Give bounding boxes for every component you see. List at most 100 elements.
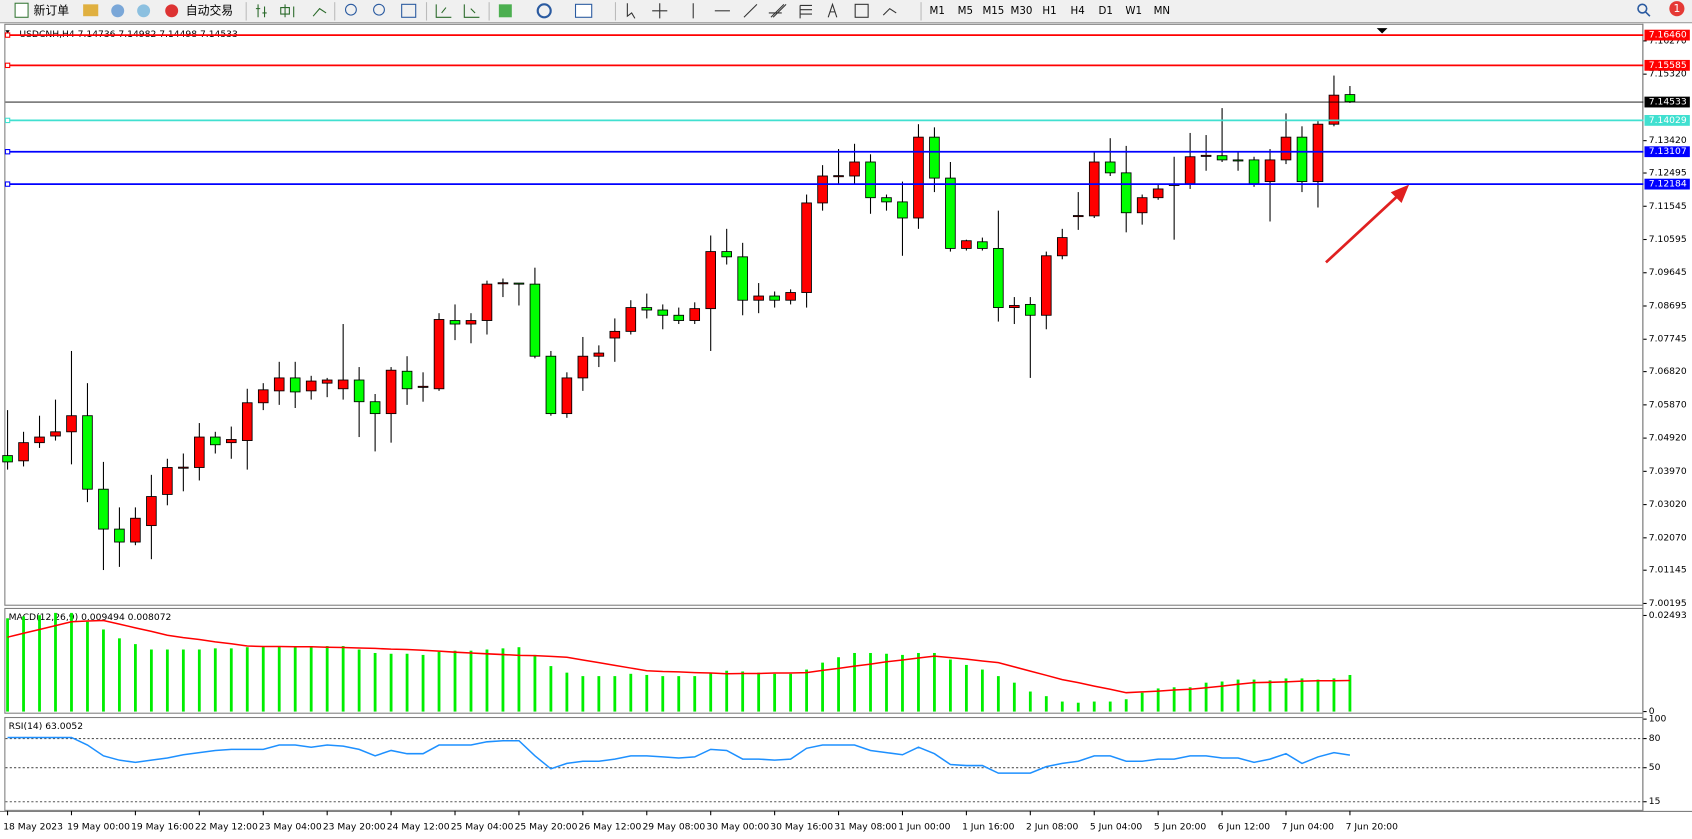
x-tick-label: 1 Jun 00:00 <box>898 822 951 833</box>
timeframe-button[interactable]: H4 <box>1070 5 1084 17</box>
templates-button[interactable] <box>574 3 593 18</box>
macd-bar <box>725 670 729 712</box>
candle-body <box>1312 123 1324 183</box>
toolbar <box>0 0 1692 23</box>
timeframe-button[interactable]: M1 <box>930 5 945 17</box>
periods-button[interactable] <box>536 3 552 19</box>
symbol-menu-marker <box>5 30 10 34</box>
y-tick-label: 7.08695 <box>1649 300 1687 311</box>
level-anchor <box>4 149 11 155</box>
drawing-tools[interactable] <box>626 2 897 19</box>
macd-bar <box>86 621 89 712</box>
icon <box>435 4 452 18</box>
indicators-button[interactable] <box>498 4 512 18</box>
macd-bar <box>213 648 217 712</box>
macd-bar <box>821 662 824 712</box>
macd-bar <box>1060 701 1064 712</box>
notification-count: 1 <box>1673 2 1680 15</box>
candle-body <box>1104 161 1116 174</box>
candle-body <box>289 377 301 393</box>
crosshair <box>652 3 668 19</box>
macd-bar <box>1172 687 1176 712</box>
auto-trading-icon <box>165 4 179 18</box>
new-order-icon <box>14 2 29 18</box>
chart-type-buttons[interactable] <box>255 4 327 18</box>
macd-bar <box>197 649 201 712</box>
timeframe-button[interactable]: H1 <box>1042 5 1056 17</box>
candle-body <box>66 415 77 433</box>
button-label: 新订单 <box>33 3 69 17</box>
x-tick-label: 1 Jun 16:00 <box>962 822 1015 833</box>
timeframe-button[interactable]: M30 <box>1011 5 1033 17</box>
candle-body <box>1200 154 1212 157</box>
icon <box>255 4 267 18</box>
icon-button[interactable] <box>137 4 151 18</box>
candle-body <box>769 295 780 301</box>
macd-bar <box>277 646 281 712</box>
icon-button[interactable] <box>111 4 125 18</box>
candle-body <box>1232 159 1244 162</box>
candle-body <box>1088 161 1100 217</box>
macd-bar <box>885 653 888 712</box>
candle-body <box>673 314 685 321</box>
annotation-arrow <box>1325 184 1410 264</box>
notification[interactable]: 1 <box>1669 1 1685 17</box>
channel <box>768 3 787 18</box>
candle-body <box>1184 156 1196 185</box>
candle-body <box>2 455 13 463</box>
timeframe-button[interactable]: M15 <box>982 5 1004 17</box>
macd-bar <box>261 646 265 712</box>
macd-bar <box>661 676 665 712</box>
candle-body <box>465 320 477 325</box>
level-label-box <box>1644 29 1690 41</box>
new-order-button[interactable]: 新订单 <box>14 2 69 18</box>
candle-body <box>225 439 237 444</box>
candle-body <box>1072 215 1084 218</box>
y-tick-label: 80 <box>1649 733 1661 744</box>
candle-body <box>897 201 908 219</box>
level-anchor <box>4 62 11 69</box>
candle-body <box>529 283 541 357</box>
button-label: 自动交易 <box>186 3 233 17</box>
candle-body <box>1120 172 1132 214</box>
timeframe-button[interactable]: MN <box>1154 5 1171 17</box>
x-tick-label: 29 May 08:00 <box>642 822 705 833</box>
macd-bar <box>677 676 681 712</box>
macd-bar <box>853 652 856 712</box>
macd-bar <box>1332 678 1336 712</box>
candle-body <box>1152 188 1164 199</box>
auto-trading-button[interactable]: 自动交易 <box>165 3 233 17</box>
level-label: 7.15585 <box>1649 60 1687 71</box>
candle-body <box>82 415 93 490</box>
arrows-tool <box>882 7 897 16</box>
y-tick-label: 7.09645 <box>1649 267 1687 278</box>
macd-bar <box>869 652 872 712</box>
x-tick-label: 25 May 20:00 <box>515 822 578 833</box>
level-anchor <box>4 117 11 124</box>
icon-button[interactable] <box>83 4 99 17</box>
timeframe-button[interactable]: D1 <box>1098 5 1112 17</box>
macd-bar <box>1044 696 1048 712</box>
macd-bar <box>980 669 984 712</box>
macd-bar <box>773 673 777 712</box>
timeframe-button[interactable]: W1 <box>1125 5 1142 17</box>
candle-body <box>497 282 509 285</box>
y-tick-label: 15 <box>1649 796 1661 807</box>
timeframe-button[interactable]: M5 <box>958 5 973 17</box>
search-button[interactable] <box>1637 3 1651 17</box>
candle-body <box>929 136 940 179</box>
zoom-buttons[interactable] <box>344 3 417 18</box>
candle-body <box>785 292 796 301</box>
x-tick-label: 24 May 12:00 <box>387 822 450 833</box>
zoom-in <box>344 3 357 16</box>
macd-bar <box>549 666 553 712</box>
scroll-buttons[interactable] <box>435 4 480 18</box>
candle-body <box>641 307 653 311</box>
candle-body <box>114 528 125 543</box>
candle-body <box>513 282 525 285</box>
macd-bar <box>805 669 808 712</box>
macd-bar <box>741 671 745 712</box>
candle-body <box>433 319 445 390</box>
candle-body <box>353 379 365 403</box>
candle-body <box>737 256 748 301</box>
